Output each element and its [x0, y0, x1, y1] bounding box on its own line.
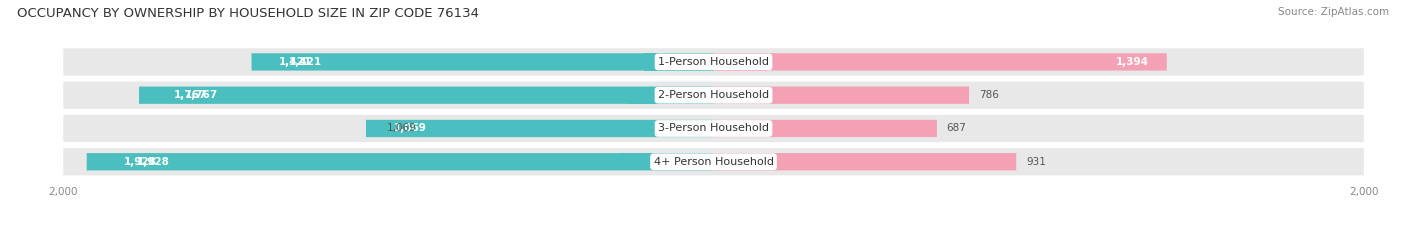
- Text: 1,928: 1,928: [136, 157, 170, 167]
- FancyBboxPatch shape: [63, 48, 1364, 75]
- FancyBboxPatch shape: [713, 120, 936, 137]
- FancyBboxPatch shape: [63, 148, 1364, 175]
- Bar: [661, 120, 713, 137]
- Bar: [713, 53, 768, 71]
- FancyBboxPatch shape: [139, 86, 713, 104]
- FancyBboxPatch shape: [713, 153, 1017, 170]
- FancyBboxPatch shape: [713, 53, 1167, 71]
- FancyBboxPatch shape: [713, 86, 969, 104]
- FancyBboxPatch shape: [63, 82, 1364, 109]
- Text: 2-Person Household: 2-Person Household: [658, 90, 769, 100]
- Bar: [644, 53, 713, 71]
- Text: 1,767: 1,767: [173, 90, 207, 100]
- Bar: [713, 120, 741, 137]
- Text: 687: 687: [946, 123, 966, 134]
- FancyBboxPatch shape: [63, 115, 1364, 142]
- FancyBboxPatch shape: [252, 53, 713, 71]
- Bar: [713, 86, 744, 104]
- Text: 1,394: 1,394: [1115, 57, 1149, 67]
- Text: 1-Person Household: 1-Person Household: [658, 57, 769, 67]
- Text: 786: 786: [979, 90, 998, 100]
- Text: OCCUPANCY BY OWNERSHIP BY HOUSEHOLD SIZE IN ZIP CODE 76134: OCCUPANCY BY OWNERSHIP BY HOUSEHOLD SIZE…: [17, 7, 479, 20]
- FancyBboxPatch shape: [366, 120, 713, 137]
- Text: Source: ZipAtlas.com: Source: ZipAtlas.com: [1278, 7, 1389, 17]
- Bar: [627, 86, 713, 104]
- FancyBboxPatch shape: [87, 153, 713, 170]
- Text: 1,069: 1,069: [387, 123, 416, 134]
- Text: 1,069: 1,069: [394, 123, 426, 134]
- Text: 1,928: 1,928: [124, 157, 157, 167]
- Text: 1,421: 1,421: [280, 57, 312, 67]
- Bar: [620, 153, 713, 170]
- Text: 931: 931: [1026, 157, 1046, 167]
- Text: 4+ Person Household: 4+ Person Household: [654, 157, 773, 167]
- Bar: [713, 153, 749, 170]
- Text: 1,767: 1,767: [186, 90, 218, 100]
- Text: 3-Person Household: 3-Person Household: [658, 123, 769, 134]
- Text: 1,421: 1,421: [288, 57, 322, 67]
